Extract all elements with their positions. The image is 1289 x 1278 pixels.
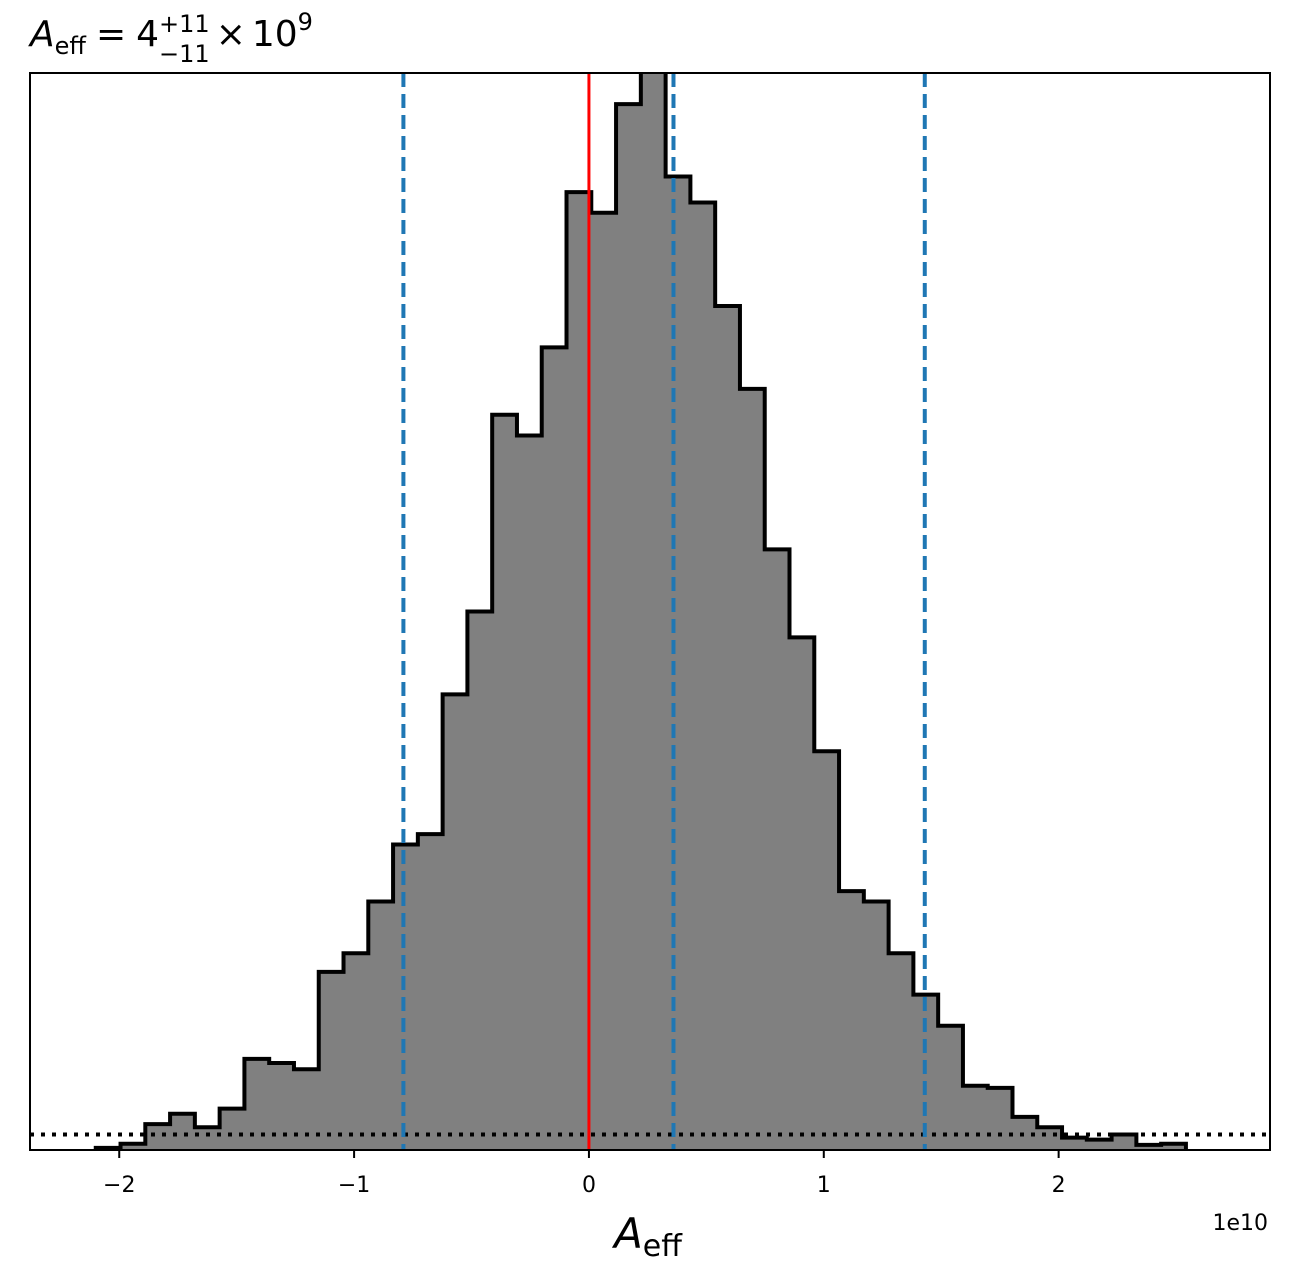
histogram-bar [1086,1139,1113,1150]
histogram-bar [764,549,791,1150]
histogram-bar [715,306,741,1150]
title-times: × [216,14,246,55]
histogram-bar [839,891,865,1150]
histogram-bar [1062,1137,1088,1150]
histogram-bar [1161,1143,1187,1150]
x-tick-label: −2 [103,1173,135,1198]
histogram-bar [120,1143,146,1150]
x-tick-label: 1 [817,1173,831,1198]
histogram-bar [1136,1144,1162,1150]
vertical-lines [401,73,927,1150]
histogram-bar [863,901,890,1150]
histogram-bar [690,202,716,1150]
histogram-bar [516,435,543,1150]
histogram-bar [170,1113,196,1150]
histogram-bar [393,844,419,1150]
histogram-bar [1037,1127,1063,1150]
histogram-bar [368,901,394,1150]
title-equals: = [96,14,126,55]
histogram-bar [591,212,617,1150]
title-var-sub: eff [55,32,87,60]
histogram-bar [219,1108,246,1150]
histogram-bar [343,953,369,1150]
x-axis-ticks: −2 −1 0 1 2 [103,1150,1066,1198]
histogram-bar [417,834,444,1150]
histogram-bar [467,611,493,1150]
histogram-bar [318,971,345,1150]
histogram-bar [888,953,914,1150]
histogram-bar [1111,1134,1137,1150]
histogram-bar [789,637,815,1150]
x-label-sub: eff [643,1229,683,1264]
x-axis-label: Aeff [611,1209,683,1264]
histogram-bar [442,694,469,1150]
axes-frame [29,72,1271,1151]
histogram-bar [987,1087,1014,1150]
histogram-bar [616,104,642,1150]
title-err-plus: +11 [159,10,210,38]
axis-offset-label: 1e10 [1212,1211,1268,1236]
histogram-bar [194,1127,221,1150]
x-label-var: A [611,1209,643,1258]
histogram-bar [541,347,568,1150]
histogram-bar [492,414,518,1150]
title-power-exp: 9 [298,8,313,36]
histogram-bar [938,1025,964,1150]
x-tick-label: −1 [338,1173,370,1198]
title-var: A [28,14,55,55]
histogram-bar [814,751,840,1150]
histogram-bar [739,388,766,1150]
histogram-bars [95,73,1187,1150]
histogram-bar [145,1124,171,1150]
histogram-bar [665,176,691,1150]
x-tick-label: 0 [582,1173,596,1198]
title-value: 4 [136,14,159,55]
title-err-minus: −11 [159,40,210,68]
histogram-bar [293,1069,320,1150]
title-power-base: 10 [252,14,298,55]
histogram-bar [640,73,667,1150]
histogram-bar [244,1058,270,1150]
histogram-bar [269,1063,295,1150]
chart-title: Aeff = 4+11 −11 × 109 [28,8,313,68]
plot-area [30,73,1270,1150]
histogram-outline [93,73,1188,1150]
x-tick-label: 2 [1052,1173,1066,1198]
histogram-bar [962,1085,989,1150]
